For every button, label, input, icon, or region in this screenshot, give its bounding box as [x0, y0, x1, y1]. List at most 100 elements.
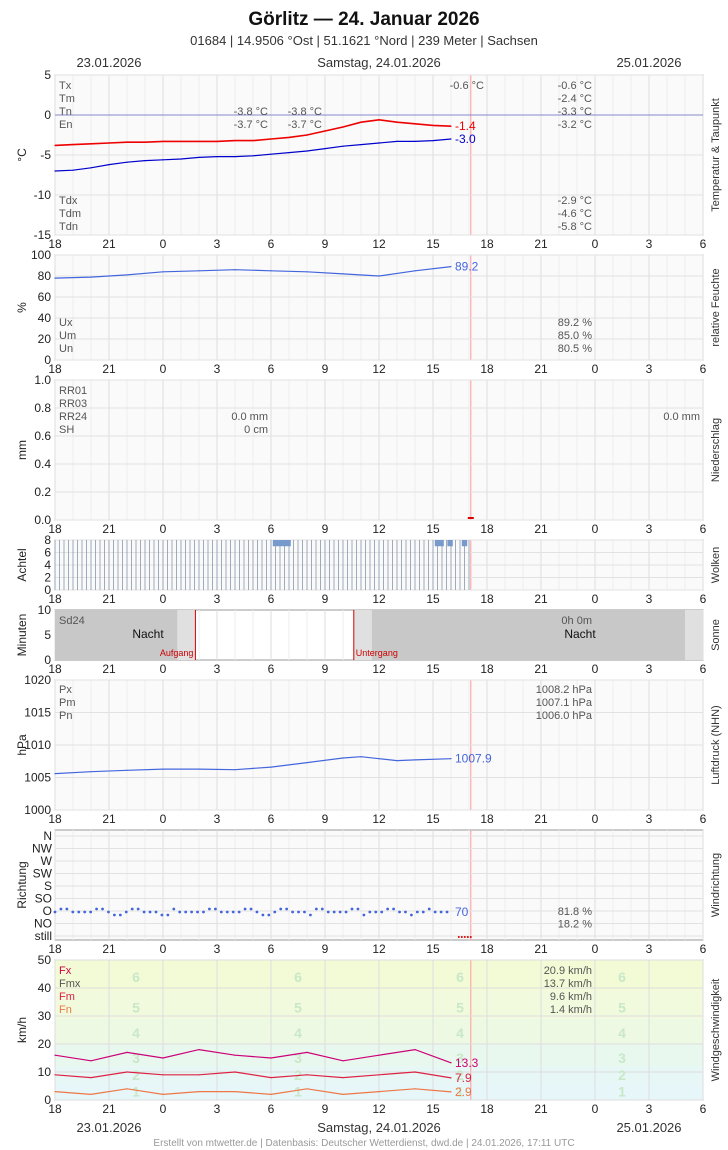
stat-label: RR03: [59, 398, 87, 410]
beaufort-label: 1: [132, 1084, 140, 1100]
x-tick-label: 0: [592, 942, 599, 956]
stat-label: SH: [59, 424, 74, 436]
series-wind_fm-point: [270, 1077, 272, 1079]
x-tick-label: 15: [426, 1102, 440, 1116]
stat-value: 0h 0m: [561, 615, 592, 627]
x-tick-label: 3: [646, 522, 653, 536]
series-wind_fn: [54, 1088, 452, 1096]
direction-point: [356, 907, 360, 911]
series-wind_fn-point: [126, 1088, 128, 1090]
series-pressure-point: [54, 773, 56, 775]
series-dew-point: [270, 153, 272, 155]
series-wind_fn-point: [234, 1091, 236, 1093]
beaufort-label: 3: [618, 1050, 626, 1066]
series-dew-point: [252, 155, 254, 157]
x-tick-label: 3: [214, 812, 221, 826]
night-label: Nacht: [132, 627, 164, 641]
end-label-wind_fn: 2.9: [455, 1085, 472, 1099]
direction-point: [386, 907, 390, 911]
stat-value: 0.0 mm: [663, 411, 700, 423]
y-tick-label: 1000: [24, 803, 51, 817]
series-temp-point: [450, 125, 452, 127]
end-label-humidity: 89.2: [455, 260, 479, 274]
stat-value: -5.8 °C: [558, 221, 592, 233]
panel-side-label: Temperatur & Taupunkt: [710, 98, 722, 212]
y-tick-label: 40: [38, 981, 52, 995]
direction-point: [113, 913, 116, 917]
stat-value: 13.7 km/h: [544, 978, 592, 990]
y-tick-label: NW: [32, 842, 53, 856]
x-tick-label: 6: [700, 942, 707, 956]
beaufort-label: 5: [618, 1000, 626, 1016]
panel-side-label: Sonne: [710, 619, 722, 651]
series-dew-point: [72, 169, 74, 171]
direction-point: [166, 913, 170, 917]
stat-label: Pn: [59, 710, 72, 722]
series-temp-point: [234, 140, 236, 142]
direction-point: [398, 910, 401, 914]
series-humidity-point: [234, 269, 236, 271]
x-tick-label: 21: [102, 662, 116, 676]
panel-side-label: relative Feuchte: [710, 268, 722, 346]
x-tick-label: 21: [534, 662, 548, 676]
stat-value: 1007.1 hPa: [536, 697, 593, 709]
direction-point: [107, 910, 110, 914]
y-axis-label: °C: [15, 148, 29, 162]
x-tick-label: 18: [480, 362, 494, 376]
direction-point: [71, 910, 75, 914]
series-wind_fm-point: [306, 1074, 308, 1076]
x-tick-label: 6: [268, 522, 275, 536]
series-dew-point: [162, 159, 164, 161]
x-tick-label: 0: [592, 237, 599, 251]
direction-point: [95, 907, 98, 911]
x-tick-label: 0: [160, 1102, 167, 1116]
series-pressure-point: [198, 768, 200, 770]
series-wind_fm-point: [198, 1074, 200, 1076]
y-tick-label: O: [43, 904, 52, 918]
direction-point: [392, 907, 395, 911]
series-temp-point: [162, 140, 164, 142]
series-humidity-point: [378, 275, 380, 277]
panel-side-label: Niederschlag: [710, 418, 722, 482]
direction-point: [368, 910, 372, 914]
series-temp-point: [306, 134, 308, 136]
page-title: Görlitz — 24. Januar 2026: [248, 9, 479, 30]
x-tick-label: 6: [268, 1102, 275, 1116]
y-tick-label: W: [41, 854, 53, 868]
x-tick-label: 3: [646, 662, 653, 676]
beaufort-label: 2: [294, 1067, 302, 1083]
x-tick-label: 0: [592, 522, 599, 536]
y-tick-label: 1.0: [34, 373, 51, 387]
x-tick-label: 18: [480, 522, 494, 536]
series-pressure-point: [342, 757, 344, 759]
x-tick-label: 18: [48, 362, 62, 376]
stat-label: Tn: [59, 106, 72, 118]
y-tick-label: still: [35, 929, 52, 943]
y-tick-label: -5: [40, 148, 51, 162]
x-tick-label: 0: [160, 662, 167, 676]
direction-point: [338, 910, 342, 914]
panel-side-label: Wolken: [710, 547, 722, 583]
y-tick-label: 0: [44, 583, 51, 597]
y-tick-label: 1010: [24, 738, 51, 752]
series-temp-point: [90, 143, 92, 145]
x-tick-label: 6: [700, 812, 707, 826]
y-tick-label: -15: [34, 228, 52, 242]
x-tick-label: 9: [322, 812, 329, 826]
night-band: [55, 610, 178, 660]
stat-label: Um: [59, 330, 76, 342]
series-wind_fn-point: [54, 1091, 56, 1093]
series-dew-point: [450, 138, 452, 140]
x-tick-label: 3: [214, 662, 221, 676]
x-tick-label: 15: [426, 522, 440, 536]
x-tick-label: 3: [646, 237, 653, 251]
series-humidity-point: [270, 270, 272, 272]
series-dew-point: [324, 148, 326, 150]
x-tick-label: 18: [480, 942, 494, 956]
beaufort-label: 1: [618, 1084, 626, 1100]
x-tick-label: 21: [102, 522, 116, 536]
stat-value: -3.2 °C: [558, 119, 592, 131]
x-tick-label: 12: [372, 522, 386, 536]
x-tick-label: 21: [102, 812, 116, 826]
still-marker: [466, 936, 469, 938]
